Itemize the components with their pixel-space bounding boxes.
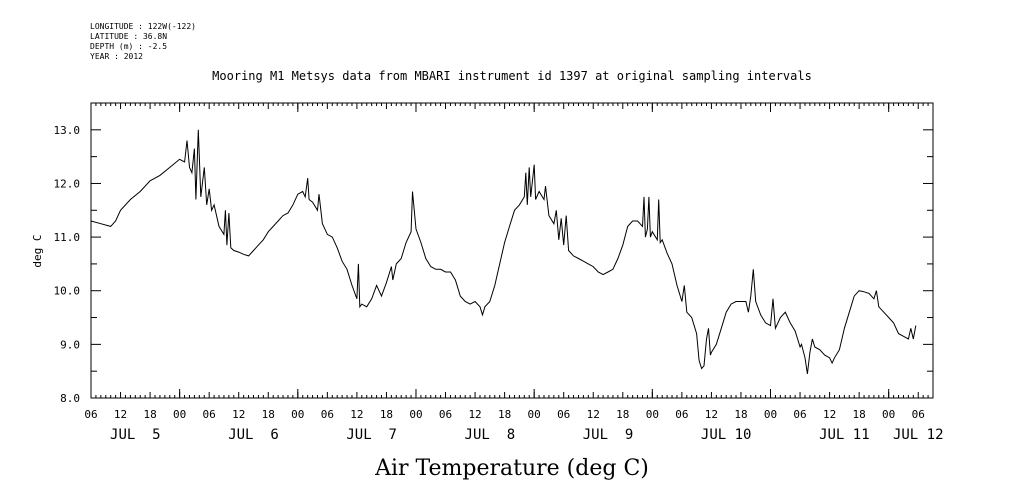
y-tick-label: 8.0 [60, 392, 80, 405]
y-axis-tick-labels: 8.0 9.0 10.0 11.0 12.0 13.0 [54, 124, 81, 405]
x-day-label: JUL 8 [465, 427, 516, 443]
x-tick-label: 06 [675, 408, 688, 421]
x-tick-label: 18 [853, 408, 866, 421]
x-tick-label: 12 [587, 408, 600, 421]
x-axis-hour-labels: 06 12 18 00 06 12 18 00 06 12 18 00 06 12 18 00 06 12 18 00… [84, 408, 924, 421]
header-latitude: LATITUDE : 36.8N [90, 32, 167, 41]
x-tick-label: 12 [232, 408, 245, 421]
x-day-label: JUL 5 [110, 427, 161, 443]
x-tick-label: 06 [203, 408, 216, 421]
x-tick-label: 18 [262, 408, 275, 421]
x-tick-label: 12 [705, 408, 718, 421]
x-tick-label: 00 [173, 408, 186, 421]
x-tick-label: 18 [498, 408, 511, 421]
y-tick-label: 13.0 [54, 124, 81, 137]
header-year: YEAR : 2012 [90, 52, 143, 61]
x-tick-label: 12 [468, 408, 481, 421]
x-tick-label: 12 [350, 408, 363, 421]
plot-frame [90, 102, 934, 399]
x-tick-label: 06 [912, 408, 925, 421]
y-tick-label: 12.0 [54, 177, 81, 190]
x-tick-label: 06 [321, 408, 334, 421]
x-tick-label: 06 [557, 408, 570, 421]
x-tick-label: 12 [823, 408, 836, 421]
y-axis-label: deg C [31, 234, 44, 267]
x-tick-label: 18 [380, 408, 393, 421]
x-tick-label: 00 [409, 408, 422, 421]
y-axis-ticks [91, 102, 933, 399]
y-tick-label: 11.0 [54, 231, 81, 244]
y-tick-label: 9.0 [60, 338, 80, 351]
x-tick-label: 12 [114, 408, 127, 421]
x-tick-label: 18 [143, 408, 156, 421]
x-axis-day-labels: JUL 5 JUL 6 JUL 7 JUL 8 JUL 9 JUL 10 JUL 11 JUL… [110, 427, 943, 443]
series-line-air-temperature [90, 129, 917, 374]
x-tick-label: 00 [528, 408, 541, 421]
x-day-label: JUL 11 [819, 427, 870, 443]
x-axis-ticks [90, 103, 934, 398]
x-day-label: JUL 9 [583, 427, 634, 443]
y-tick-label: 10.0 [54, 285, 81, 298]
x-day-label: JUL 6 [228, 427, 279, 443]
x-tick-label: 06 [439, 408, 452, 421]
x-tick-label: 00 [291, 408, 304, 421]
x-axis-label: Air Temperature (deg C) [374, 456, 649, 481]
x-tick-label: 00 [646, 408, 659, 421]
x-day-label: JUL 7 [346, 427, 397, 443]
x-day-label: JUL 10 [701, 427, 752, 443]
x-tick-label: 06 [84, 408, 97, 421]
x-tick-label: 06 [793, 408, 806, 421]
x-tick-label: 18 [734, 408, 747, 421]
header-depth: DEPTH (m) : -2.5 [90, 42, 167, 51]
chart-title: Mooring M1 Metsys data from MBARI instru… [212, 69, 812, 83]
header-longitude: LONGITUDE : 122W(-122) [90, 22, 196, 31]
x-tick-label: 00 [764, 408, 777, 421]
x-tick-label: 00 [882, 408, 895, 421]
x-day-label: JUL 12 [893, 427, 944, 443]
x-tick-label: 18 [616, 408, 629, 421]
